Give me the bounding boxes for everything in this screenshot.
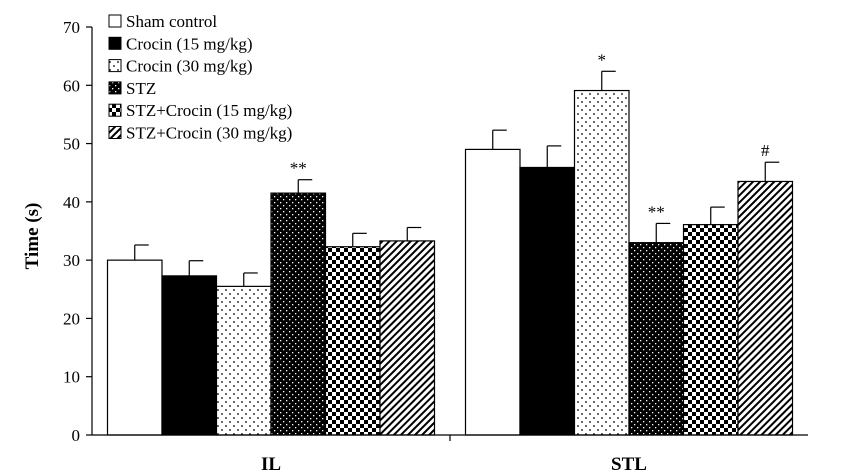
bar — [737, 180, 794, 436]
significance-label: ** — [290, 159, 307, 178]
bars: *****# — [106, 50, 794, 436]
bar — [161, 275, 218, 436]
legend-label: STZ+Crocin (15 mg/kg) — [126, 101, 292, 120]
bar — [682, 223, 739, 436]
x-category-label: STL — [611, 454, 647, 475]
x-category-label: IL — [261, 454, 281, 475]
bar — [519, 166, 576, 436]
bar — [628, 242, 685, 436]
legend-label: Sham control — [126, 12, 217, 31]
bar — [215, 285, 272, 436]
legend-swatch — [108, 59, 122, 73]
bar — [270, 192, 327, 436]
y-tick-label: 70 — [63, 18, 80, 37]
significance-label: ** — [648, 202, 665, 221]
y-tick-label: 30 — [63, 251, 80, 270]
legend-swatch — [108, 126, 122, 139]
y-tick-label: 50 — [63, 135, 80, 154]
y-axis-title: Time (s) — [22, 203, 43, 270]
x-axis: IL STL — [92, 434, 808, 475]
bar — [106, 259, 163, 436]
significance-label: * — [598, 50, 607, 69]
legend-swatch — [108, 81, 122, 95]
legend-label: Crocin (15 mg/kg) — [126, 34, 253, 53]
legend-label: STZ — [126, 79, 156, 98]
legend-swatch — [108, 36, 122, 50]
bar — [379, 240, 436, 436]
y-axis: 0 10 20 30 40 50 60 70 — [63, 18, 93, 445]
y-tick-label: 40 — [63, 193, 80, 212]
legend-label: Crocin (30 mg/kg) — [126, 57, 253, 76]
legend-swatch — [108, 103, 122, 117]
y-tick-label: 10 — [63, 368, 80, 387]
legend-swatch — [108, 14, 122, 28]
y-tick-label: 20 — [63, 309, 80, 328]
bar — [573, 89, 630, 436]
y-tick-label: 0 — [72, 426, 81, 445]
legend: Sham control Crocin (15 mg/kg) Crocin (30 … — [108, 12, 292, 143]
bar — [464, 148, 521, 436]
legend-label: STZ+Crocin (30 mg/kg) — [126, 124, 292, 143]
y-tick-label: 60 — [63, 76, 80, 95]
bar — [324, 246, 381, 436]
significance-label: # — [761, 141, 770, 160]
